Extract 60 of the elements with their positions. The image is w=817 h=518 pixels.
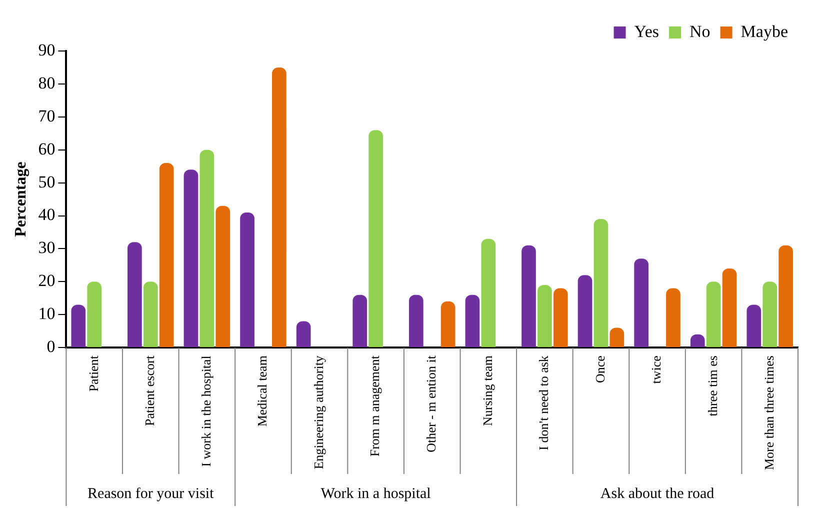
- y-tick-label: 80: [38, 73, 56, 92]
- text: Ask about the road: [600, 486, 715, 502]
- text: Work in a hospital: [320, 486, 431, 502]
- bar: [143, 282, 158, 348]
- y-tick-label: 0: [46, 337, 56, 356]
- bar: [778, 245, 793, 348]
- x-tick-label: Medical team: [254, 356, 270, 427]
- bar: [610, 328, 624, 348]
- bar: [578, 275, 592, 348]
- bar: [352, 294, 368, 348]
- bar: [200, 150, 214, 348]
- y-axis-title: Percentage: [12, 162, 30, 237]
- bar: [481, 238, 496, 348]
- y-tick-label: 60: [38, 139, 56, 158]
- legend-label: No: [690, 22, 710, 41]
- bar: [538, 284, 552, 348]
- bar: [666, 288, 680, 348]
- bar: [722, 268, 737, 348]
- bar: [634, 258, 648, 348]
- y-tick-label: 70: [38, 106, 56, 126]
- y-tick-label: 30: [38, 238, 56, 258]
- bar: [184, 170, 198, 348]
- bar: [272, 67, 286, 348]
- bar: [216, 206, 230, 348]
- bar: [159, 163, 174, 348]
- y-tick-label: 20: [38, 271, 56, 290]
- x-tick-label: I work in the hospital: [198, 355, 214, 467]
- y-tick-label: 10: [38, 304, 56, 324]
- x-tick-label: three tim es: [704, 356, 720, 416]
- bar: [465, 294, 480, 348]
- legend-label: Maybe: [740, 22, 788, 41]
- bar: [71, 304, 86, 348]
- bar: [240, 212, 254, 348]
- x-tick-label: Patient escort: [142, 355, 158, 426]
- x-tick-label: More than three times: [761, 356, 776, 470]
- x-tick-label: Other - m ention it: [424, 355, 439, 452]
- bar: [746, 304, 762, 348]
- bar: [522, 245, 536, 348]
- bar: [128, 242, 142, 348]
- x-tick-label: Engineering authority: [310, 355, 326, 470]
- x-tick-label: From m anagement: [367, 355, 382, 457]
- bar: [87, 282, 102, 348]
- y-tick-label: 50: [38, 172, 56, 192]
- bar: [440, 301, 456, 348]
- y-tick-label: 90: [38, 40, 56, 60]
- x-tick-label: Patient: [86, 355, 101, 392]
- x-tick-label: Once: [592, 355, 608, 383]
- bar: [408, 294, 424, 348]
- y-tick-label: 40: [38, 205, 56, 224]
- bar: [706, 282, 721, 348]
- legend-label: Yes: [634, 22, 660, 41]
- bar: [553, 288, 568, 348]
- x-tick-label: I don't need to ask: [536, 355, 552, 450]
- bar: [594, 219, 608, 348]
- text: Reason for your visit: [88, 486, 215, 502]
- bar: [368, 130, 383, 348]
- x-tick-label: twice: [648, 355, 664, 384]
- bar: [296, 321, 311, 348]
- bar: [762, 282, 778, 348]
- x-tick-label: Nursing team: [480, 356, 495, 426]
